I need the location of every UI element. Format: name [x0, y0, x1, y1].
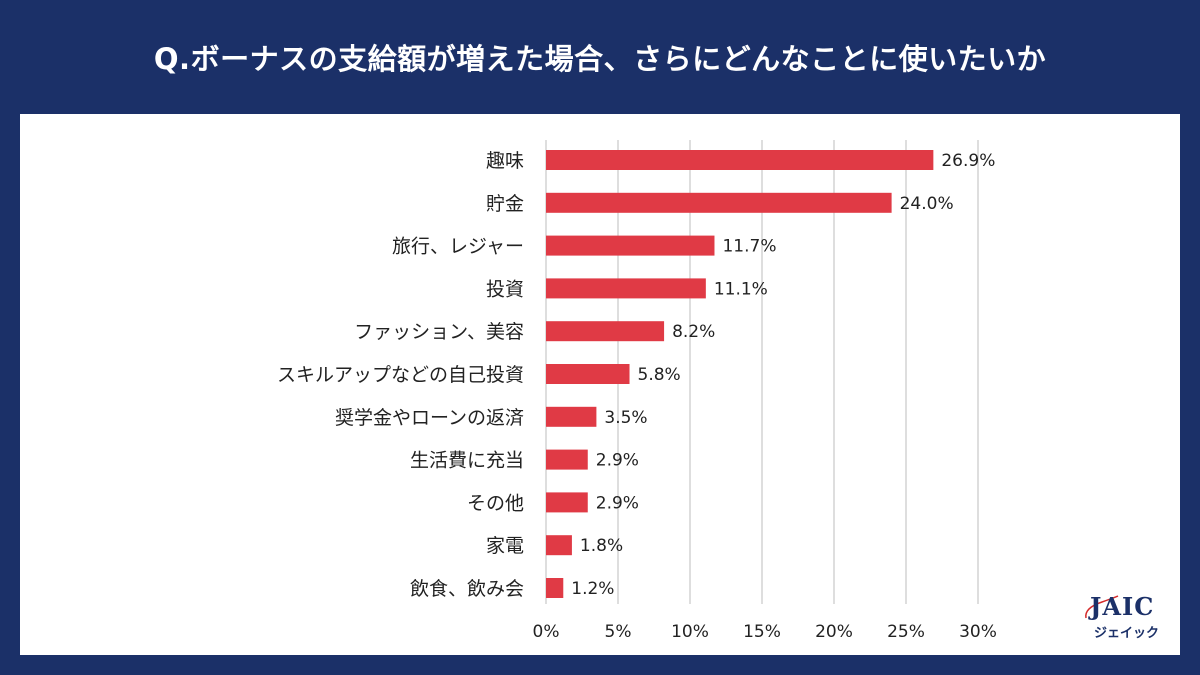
category-label: 生活費に充当: [410, 450, 524, 472]
bar: [546, 278, 706, 299]
data-label: 3.5%: [604, 408, 647, 428]
data-label: 2.9%: [596, 493, 639, 513]
bar: [546, 364, 630, 384]
bar: [546, 192, 892, 213]
category-label: その他: [467, 492, 524, 514]
category-label: 貯金: [486, 193, 524, 215]
x-tick-label: 15%: [743, 622, 781, 642]
bar: [546, 150, 934, 170]
data-label: 1.2%: [571, 579, 614, 599]
data-label: 2.9%: [596, 451, 639, 471]
bar: [546, 406, 597, 427]
category-label: 飲食、飲み会: [410, 578, 524, 600]
chart-panel: 0% 5% 10% 15% 20% 25% 30% 趣味 26.9% 貯金 24.0% 旅行、レジャー…: [20, 114, 1180, 655]
category-label: 投資: [486, 278, 524, 300]
data-label: 8.2%: [672, 322, 715, 342]
data-label: 26.9%: [941, 151, 995, 171]
category-label: 奨学金やローンの返済: [335, 407, 524, 429]
bar: [546, 235, 715, 256]
category-label: 旅行、レジャー: [392, 236, 524, 258]
category-label: 家電: [486, 535, 524, 557]
bar: [546, 578, 564, 598]
data-label: 11.1%: [714, 279, 768, 299]
logo-subtext: ジェイック: [1094, 626, 1160, 641]
data-label: 1.8%: [580, 536, 623, 556]
jaic-logo: JAIC ジェイック: [1082, 592, 1172, 644]
bar: [546, 449, 588, 470]
data-label: 11.7%: [722, 237, 776, 257]
category-label: ファッション、美容: [354, 321, 524, 343]
data-label: 5.8%: [638, 365, 681, 385]
logo-text: JAIC: [1090, 592, 1155, 621]
bar: [546, 492, 588, 513]
category-label: スキルアップなどの自己投資: [277, 364, 524, 386]
x-tick-label: 30%: [959, 622, 997, 642]
category-label: 趣味: [486, 150, 524, 172]
bar-chart: 0% 5% 10% 15% 20% 25% 30% 趣味 26.9% 貯金 24.0% 旅行、レジャー…: [277, 140, 997, 642]
x-tick-label: 5%: [605, 622, 632, 642]
data-label: 24.0%: [900, 194, 954, 214]
logo-swoosh-icon: [1085, 595, 1119, 619]
x-tick-label: 0%: [533, 622, 560, 642]
chart-title: Q.ボーナスの支給額が増えた場合、さらにどんなことに使いたいか: [153, 42, 1047, 76]
x-tick-label: 20%: [815, 622, 853, 642]
x-tick-label: 25%: [887, 622, 925, 642]
bar: [546, 321, 665, 342]
bar: [546, 535, 572, 556]
x-tick-label: 10%: [671, 622, 709, 642]
